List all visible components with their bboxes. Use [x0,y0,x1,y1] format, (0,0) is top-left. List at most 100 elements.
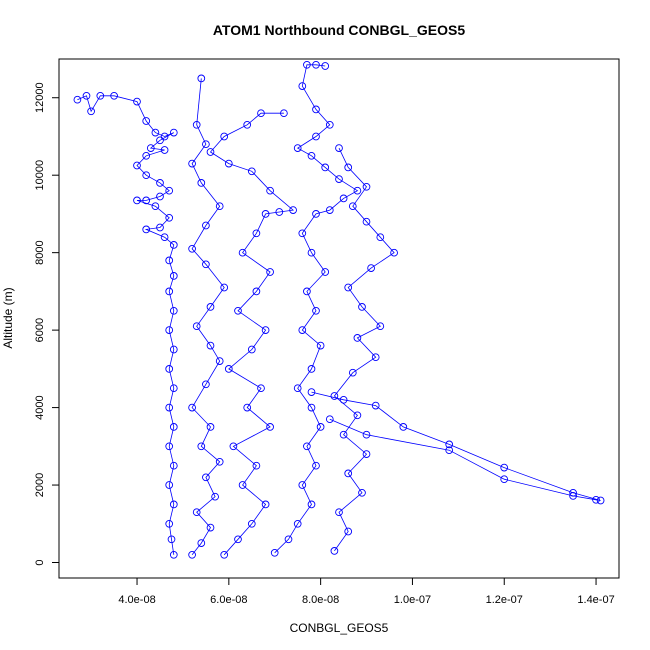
data-point [353,186,362,195]
data-point [169,500,178,509]
data-point [376,233,385,242]
data-point [169,272,178,280]
data-point [280,109,288,118]
data-point [238,481,247,489]
data-point [206,148,215,156]
data-point [156,192,164,201]
data-point [165,256,174,265]
data-point [211,492,219,501]
data-point [344,283,353,292]
data-point [202,221,210,230]
data-point [133,161,141,170]
data-point [206,341,215,350]
data-point [307,365,316,373]
data-point [335,175,343,183]
data-point [500,475,509,484]
data-point [234,535,242,544]
series-lines [77,64,601,556]
data-point [399,423,408,431]
data-point [312,105,320,114]
data-point [284,535,293,544]
series-points [73,60,605,559]
y-axis-label: Altitude (m) [1,287,15,348]
data-point [224,159,233,168]
data-point [307,248,316,257]
data-point [169,461,178,470]
data-point [312,210,320,218]
x-axis-label: CONBGL_GEOS5 [290,621,389,635]
data-point [220,550,229,559]
data-point [160,132,169,141]
data-point [312,132,320,141]
data-point [371,353,380,362]
data-point [362,217,371,226]
data-point [257,384,265,393]
data-point [289,206,297,214]
y-axis: 0 2000 4000 6000 8000 10000 12000 [34,82,60,566]
data-point [142,117,151,125]
data-point [307,500,316,509]
data-point [358,303,366,311]
data-point [307,388,316,396]
data-point [165,213,174,222]
data-point [298,82,307,90]
data-point [257,109,265,118]
data-point [339,194,348,203]
data-point [133,196,141,205]
data-point [229,442,238,451]
data-point [220,283,229,292]
data-point [362,450,371,458]
data-point [165,326,174,334]
data-point [142,171,151,180]
data-point [303,60,311,69]
data-point [312,306,320,315]
data-point [156,223,164,232]
data-point [335,508,343,517]
data-point [165,481,174,489]
data-point [252,461,261,470]
data-point [261,210,270,218]
y-tick-label: 8000 [34,240,46,264]
data-point [312,461,320,470]
data-point [270,548,279,557]
chart-title: ATOM1 Northbound CONBGL_GEOS5 [213,22,465,38]
data-point [247,519,256,528]
data-point [362,430,371,439]
data-point [390,248,398,257]
data-point [307,151,316,160]
data-point [321,163,330,172]
data-point [215,357,224,365]
x-tick-label: 4.0e-08 [118,594,155,606]
data-point [188,403,196,412]
data-point [160,233,169,242]
data-point [169,345,178,354]
plot-area [58,58,620,579]
data-point [293,384,302,393]
data-point [82,91,91,100]
data-point [142,151,151,160]
data-point [261,326,270,334]
data-point [362,182,371,191]
series-line-4 [191,78,225,556]
series-line-0 [77,95,175,555]
data-point [188,550,196,559]
data-point [500,463,509,472]
data-point [202,380,210,389]
data-point [252,287,261,296]
data-point [156,136,164,145]
data-point [266,268,274,276]
x-tick-label: 1.2e-07 [486,594,523,606]
data-point [188,244,196,253]
data-point [206,303,215,311]
data-point [243,403,252,412]
data-point [165,403,174,412]
data-point [234,306,242,315]
x-tick-label: 1.0e-07 [394,594,431,606]
data-point [316,341,325,350]
data-point [293,519,302,528]
y-tick-label: 6000 [34,318,46,342]
data-point [87,107,95,116]
y-tick-label: 2000 [34,473,46,497]
data-point [220,132,229,141]
data-point [169,550,178,559]
